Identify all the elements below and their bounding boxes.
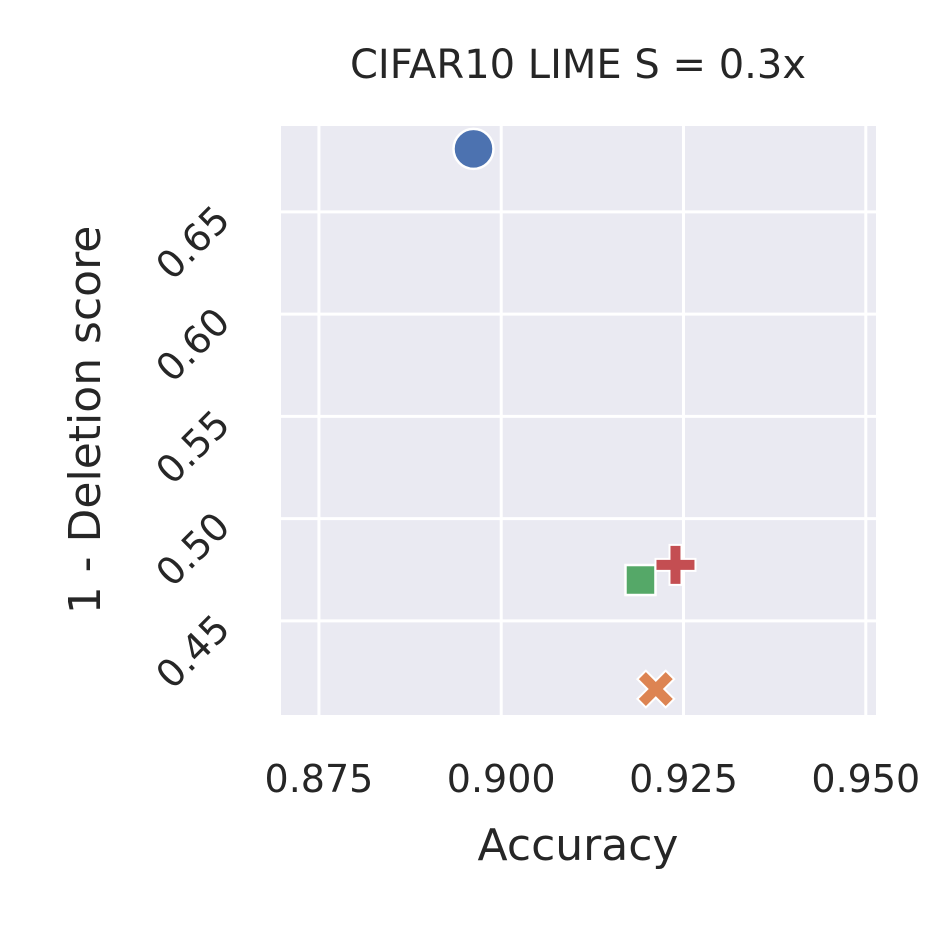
x-tick-label: 0.950 (811, 757, 920, 801)
chart-title: CIFAR10 LIME S = 0.3x (350, 42, 806, 88)
x-axis-label: Accuracy (478, 820, 679, 871)
point (452, 127, 495, 171)
x-tick-label: 0.925 (629, 757, 738, 801)
y-tick-label: 0.50 (147, 504, 238, 595)
x-tick-label: 0.900 (447, 757, 556, 801)
y-tick-label: 0.45 (147, 606, 238, 697)
y-axis-label: 1 - Deletion score (60, 226, 111, 615)
point (635, 669, 676, 709)
point (624, 563, 657, 597)
y-tick-label: 0.65 (147, 197, 238, 288)
x-tick-label: 0.875 (265, 757, 374, 801)
y-tick-label: 0.55 (147, 402, 238, 493)
point (654, 543, 697, 586)
y-tick-label: 0.60 (147, 299, 238, 390)
plot-background (281, 126, 876, 715)
